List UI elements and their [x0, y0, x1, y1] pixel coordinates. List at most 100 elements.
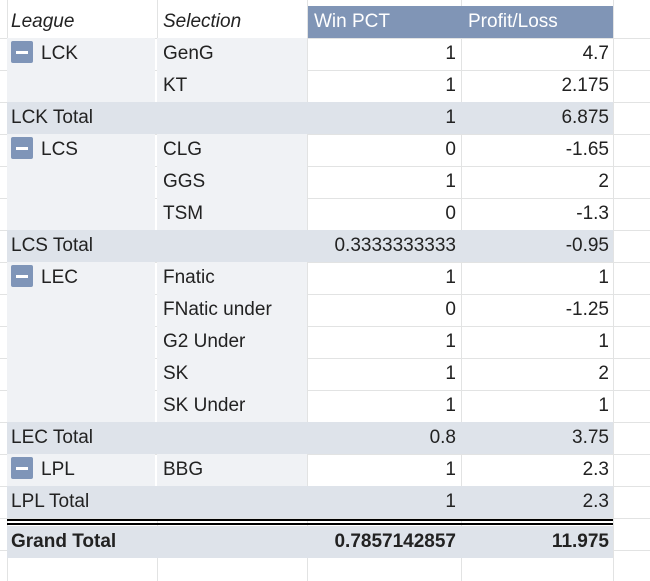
grand-total-divider	[7, 523, 613, 525]
profit-loss-cell[interactable]: 1	[598, 395, 609, 416]
win-pct-cell[interactable]: 1	[445, 395, 456, 416]
league-label: LPL	[41, 459, 75, 480]
table-row: LCK GenG 1 4.7	[7, 38, 613, 70]
win-pct-cell[interactable]: 1	[445, 171, 456, 192]
league-cell[interactable]: LPL	[7, 454, 155, 486]
gridline-horizontal	[0, 358, 650, 359]
gridline-horizontal	[0, 70, 650, 71]
selection-cell[interactable]: KT	[163, 75, 188, 96]
win-pct-cell[interactable]: 1	[445, 43, 456, 64]
profit-loss-cell[interactable]: 4.7	[582, 43, 609, 64]
profit-loss-cell[interactable]: 1	[598, 331, 609, 352]
profit-loss-cell[interactable]: 2.175	[561, 75, 609, 96]
header-selection[interactable]: Selection	[163, 11, 242, 32]
profit-loss-cell[interactable]: -1.65	[565, 139, 609, 160]
subtotal-profit-loss[interactable]: 6.875	[561, 107, 609, 128]
selection-cell[interactable]: G2 Under	[163, 331, 246, 352]
grand-total-label[interactable]: Grand Total	[11, 531, 117, 552]
subtotal-profit-loss[interactable]: -0.95	[565, 235, 609, 256]
subtotal-label[interactable]: LCK Total	[11, 107, 94, 128]
selection-group-background	[157, 38, 307, 102]
grand-total-divider	[7, 519, 613, 521]
selection-cell[interactable]: TSM	[163, 203, 204, 224]
league-cell[interactable]	[7, 294, 155, 326]
selection-cell[interactable]: GGS	[163, 171, 206, 192]
header-row: League Selection Win PCT Profit/Loss	[7, 6, 613, 38]
league-cell[interactable]	[7, 70, 155, 102]
grand-total-profit-loss[interactable]: 11.975	[551, 531, 609, 552]
selection-group-background	[157, 454, 307, 486]
subtotal-label[interactable]: LPL Total	[11, 491, 90, 512]
profit-loss-cell[interactable]: -1.25	[565, 299, 609, 320]
subtotal-row: LEC Total 0.8 3.75	[7, 422, 613, 454]
subtotal-label[interactable]: LEC Total	[11, 427, 94, 448]
gridline-horizontal	[0, 454, 650, 455]
profit-loss-cell[interactable]: 2	[598, 363, 609, 384]
league-cell[interactable]: LCS	[7, 134, 155, 166]
profit-loss-cell[interactable]: 2.3	[582, 459, 609, 480]
subtotal-profit-loss[interactable]: 3.75	[572, 427, 609, 448]
table-row: LEC Fnatic 1 1	[7, 262, 613, 294]
table-row: SK 1 2	[7, 358, 613, 390]
gridline-vertical	[307, 0, 308, 581]
table-row: G2 Under 1 1	[7, 326, 613, 358]
minus-square-icon[interactable]	[11, 265, 33, 288]
league-cell[interactable]	[7, 198, 155, 230]
league-cell[interactable]	[7, 166, 155, 198]
table-row: KT 1 2.175	[7, 70, 613, 102]
win-pct-cell[interactable]: 0	[445, 203, 456, 224]
win-pct-cell[interactable]: 0	[445, 139, 456, 160]
subtotal-win-pct[interactable]: 1	[445, 107, 456, 128]
league-label: LCS	[41, 139, 78, 160]
selection-cell[interactable]: Fnatic	[163, 267, 215, 288]
gridline-horizontal	[0, 326, 650, 327]
league-cell[interactable]: LEC	[7, 262, 155, 294]
selection-cell[interactable]: FNatic under	[163, 299, 272, 320]
header-win-pct[interactable]: Win PCT	[314, 11, 390, 32]
gridline-horizontal	[0, 166, 650, 167]
gridline-horizontal	[0, 38, 650, 39]
header-profit-loss[interactable]: Profit/Loss	[468, 11, 558, 32]
win-pct-cell[interactable]: 1	[445, 459, 456, 480]
league-label: LCK	[41, 43, 78, 64]
table-row: TSM 0 -1.3	[7, 198, 613, 230]
subtotal-row: LPL Total 1 2.3	[7, 486, 613, 518]
table-row: LPL BBG 1 2.3	[7, 454, 613, 486]
gridline-horizontal	[0, 134, 650, 135]
subtotal-win-pct[interactable]: 0.3333333333	[334, 235, 456, 256]
league-cell[interactable]	[7, 326, 155, 358]
league-cell[interactable]: LCK	[7, 38, 155, 70]
gridline-horizontal	[0, 390, 650, 391]
gridline-horizontal	[0, 294, 650, 295]
league-group-background	[7, 262, 155, 422]
selection-cell[interactable]: CLG	[163, 139, 203, 160]
league-cell[interactable]	[7, 358, 155, 390]
profit-loss-cell[interactable]: -1.3	[576, 203, 609, 224]
subtotal-row: LCK Total 1 6.875	[7, 102, 613, 134]
subtotal-label[interactable]: LCS Total	[11, 235, 94, 256]
header-league[interactable]: League	[11, 11, 75, 32]
selection-cell[interactable]: SK	[163, 363, 189, 384]
win-pct-cell[interactable]: 0	[445, 299, 456, 320]
profit-loss-cell[interactable]: 2	[598, 171, 609, 192]
selection-cell[interactable]: GenG	[163, 43, 214, 64]
minus-square-icon[interactable]	[11, 457, 33, 480]
subtotal-profit-loss[interactable]: 2.3	[582, 491, 609, 512]
win-pct-cell[interactable]: 1	[445, 267, 456, 288]
minus-square-icon[interactable]	[11, 137, 33, 160]
league-cell[interactable]	[7, 390, 155, 422]
values-header-band	[308, 6, 613, 38]
selection-cell[interactable]: SK Under	[163, 395, 246, 416]
minus-square-icon[interactable]	[11, 41, 33, 64]
subtotal-win-pct[interactable]: 0.8	[429, 427, 456, 448]
grand-total-win-pct[interactable]: 0.7857142857	[334, 531, 456, 552]
win-pct-cell[interactable]: 1	[445, 363, 456, 384]
table-row: LCS CLG 0 -1.65	[7, 134, 613, 166]
table-row: SK Under 1 1	[7, 390, 613, 422]
selection-cell[interactable]: BBG	[163, 459, 204, 480]
win-pct-cell[interactable]: 1	[445, 75, 456, 96]
subtotal-win-pct[interactable]: 1	[445, 491, 456, 512]
profit-loss-cell[interactable]: 1	[598, 267, 609, 288]
win-pct-cell[interactable]: 1	[445, 331, 456, 352]
